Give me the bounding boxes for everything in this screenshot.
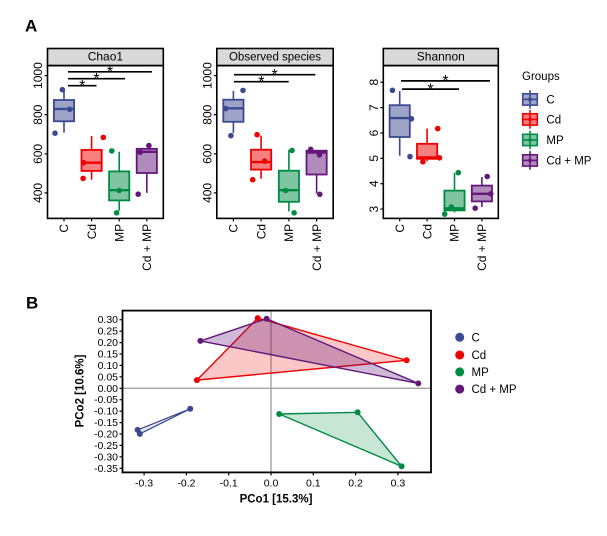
svg-text:PCo2 [10.6%]: PCo2 [10.6%] — [75, 354, 87, 427]
svg-text:-0.20: -0.20 — [94, 429, 118, 441]
svg-text:-0.3: -0.3 — [135, 477, 153, 489]
svg-text:MP: MP — [546, 135, 564, 147]
svg-text:PCo1 [15.3%]: PCo1 [15.3%] — [240, 494, 313, 506]
svg-text:Chao1: Chao1 — [88, 50, 124, 64]
svg-text:0.30: 0.30 — [98, 314, 119, 326]
svg-text:*: * — [271, 67, 277, 84]
svg-text:Cd + MP: Cd + MP — [475, 224, 489, 271]
svg-text:600: 600 — [200, 144, 214, 164]
svg-text:C: C — [472, 332, 480, 344]
svg-text:800: 800 — [200, 104, 214, 124]
svg-text:-0.2: -0.2 — [177, 477, 195, 489]
svg-text:800: 800 — [31, 104, 45, 124]
svg-text:1000: 1000 — [200, 62, 214, 89]
svg-text:Cd: Cd — [420, 224, 434, 239]
svg-text:C: C — [227, 224, 241, 233]
svg-text:MP: MP — [448, 224, 462, 242]
svg-text:400: 400 — [31, 183, 45, 203]
svg-text:Cd: Cd — [546, 115, 561, 127]
svg-text:0.25: 0.25 — [98, 326, 119, 338]
svg-text:-0.1: -0.1 — [220, 477, 238, 489]
svg-text:3: 3 — [367, 205, 381, 212]
svg-text:Cd + MP: Cd + MP — [310, 224, 324, 271]
svg-text:1000: 1000 — [31, 62, 45, 89]
svg-text:Observed species: Observed species — [229, 52, 321, 64]
svg-text:MP: MP — [282, 224, 296, 242]
svg-text:Groups: Groups — [522, 71, 560, 83]
svg-text:400: 400 — [200, 183, 214, 203]
svg-text:-0.05: -0.05 — [94, 394, 118, 406]
svg-text:0.3: 0.3 — [391, 477, 406, 489]
svg-text:*: * — [442, 73, 448, 90]
svg-text:-0.30: -0.30 — [94, 451, 118, 463]
svg-text:-0.15: -0.15 — [94, 417, 118, 429]
svg-text:C: C — [393, 224, 407, 233]
svg-text:C: C — [57, 224, 71, 233]
svg-text:-0.35: -0.35 — [94, 463, 118, 475]
svg-text:600: 600 — [31, 144, 45, 164]
svg-text:Cd + MP: Cd + MP — [140, 224, 154, 271]
svg-text:Shannon: Shannon — [417, 50, 465, 64]
svg-text:*: * — [107, 64, 113, 81]
svg-text:7: 7 — [367, 104, 381, 111]
svg-text:8: 8 — [367, 79, 381, 86]
svg-text:4: 4 — [367, 180, 381, 187]
svg-text:B: B — [26, 294, 38, 313]
svg-text:*: * — [427, 81, 433, 98]
svg-text:Cd: Cd — [254, 224, 268, 239]
svg-text:-0.25: -0.25 — [94, 440, 118, 452]
svg-text:0.2: 0.2 — [348, 477, 363, 489]
svg-text:Cd + MP: Cd + MP — [472, 384, 517, 396]
svg-text:0.1: 0.1 — [306, 477, 321, 489]
svg-text:Cd: Cd — [472, 350, 487, 362]
svg-text:5: 5 — [367, 155, 381, 162]
svg-text:*: * — [79, 78, 85, 95]
svg-text:0.0: 0.0 — [264, 477, 279, 489]
svg-text:0.10: 0.10 — [98, 360, 119, 372]
svg-text:Cd + MP: Cd + MP — [546, 156, 591, 168]
svg-text:0.15: 0.15 — [98, 349, 119, 361]
svg-text:*: * — [258, 74, 264, 91]
svg-text:6: 6 — [367, 129, 381, 136]
svg-text:MP: MP — [472, 367, 490, 379]
svg-text:-0.10: -0.10 — [94, 406, 118, 418]
svg-text:C: C — [546, 95, 554, 107]
svg-text:MP: MP — [112, 224, 126, 242]
svg-text:A: A — [25, 17, 37, 36]
svg-text:0.05: 0.05 — [98, 371, 119, 383]
svg-text:0.20: 0.20 — [98, 337, 119, 349]
svg-text:0.00: 0.00 — [98, 383, 119, 395]
svg-text:Cd: Cd — [85, 224, 99, 239]
svg-text:*: * — [93, 71, 99, 88]
